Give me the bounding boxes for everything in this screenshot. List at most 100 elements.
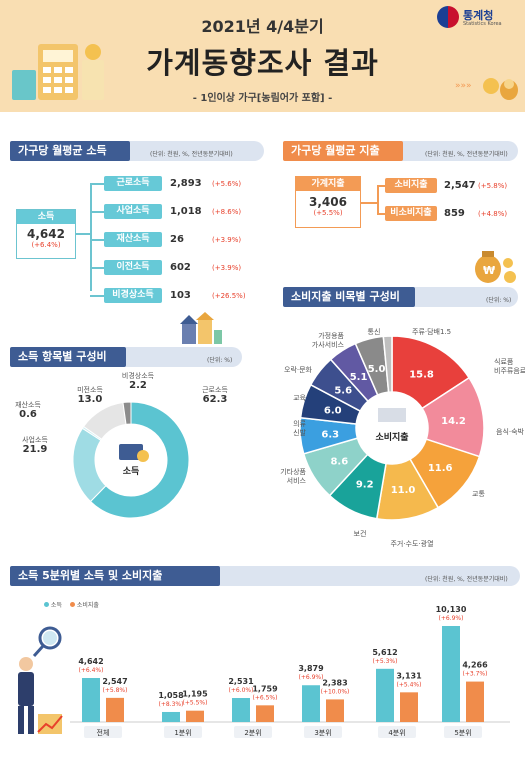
income-item-label: 비경상소득 bbox=[104, 288, 162, 303]
category-label-bg bbox=[84, 726, 122, 738]
category-label-bg bbox=[234, 726, 272, 738]
income-slice-label: 비경상소득 bbox=[122, 372, 155, 380]
category-label: 5분위 bbox=[454, 729, 471, 737]
income-item-label: 이전소득 bbox=[104, 260, 162, 275]
category-label: 3분위 bbox=[314, 729, 331, 737]
spend-slice-label: 통신 bbox=[368, 327, 381, 336]
spend-bar bbox=[466, 681, 484, 722]
spend-slice-label: 가사서비스 bbox=[312, 340, 345, 349]
expense-item-connector bbox=[377, 185, 385, 187]
expense-total-rate: (+5.5%) bbox=[313, 209, 343, 217]
spend-donut-center bbox=[358, 394, 426, 462]
spend-bar bbox=[256, 705, 274, 722]
spend-slice-label: 보건 bbox=[354, 529, 367, 538]
category-label-bg bbox=[378, 726, 416, 738]
spend-slice-label: 가정용품 bbox=[318, 331, 344, 340]
svg-text:₩: ₩ bbox=[483, 264, 495, 277]
expense-section-title: 가구당 월평균 지출 bbox=[283, 141, 403, 161]
income-connector-vertical bbox=[90, 183, 92, 291]
svg-text:»»»: »»» bbox=[455, 81, 472, 91]
income-bar-rate: (+6.0%) bbox=[229, 687, 254, 694]
spend-slice-value: 11.0 bbox=[391, 485, 416, 496]
quintile-legend: 소득 소비지출 bbox=[44, 600, 99, 609]
income-item-value: 1,018 bbox=[170, 206, 202, 217]
expense-connector bbox=[361, 202, 377, 204]
city-icon bbox=[378, 408, 406, 422]
spend-bar-value: 1,195 bbox=[182, 690, 208, 699]
income-slice-value: 0.6 bbox=[19, 409, 37, 420]
spend-comp-title: 소비지출 비목별 구성비 bbox=[283, 287, 415, 307]
income-bar bbox=[302, 685, 320, 722]
income-item-rate: (+5.6%) bbox=[212, 180, 242, 188]
income-item-value: 103 bbox=[170, 290, 191, 301]
income-bar bbox=[82, 678, 100, 722]
income-slice-label: 재산소득 bbox=[15, 400, 41, 409]
spend-bar-value: 1,759 bbox=[252, 684, 278, 693]
header-subtitle: - 1인이상 가구[농림어가 포함] - bbox=[192, 93, 333, 104]
spend-slice-label: 신발 bbox=[293, 428, 306, 437]
category-label: 2분위 bbox=[244, 729, 261, 737]
category-label: 4분위 bbox=[388, 729, 405, 737]
income-item-rate: (+3.9%) bbox=[212, 264, 242, 272]
spend-slice-value: 14.2 bbox=[441, 416, 466, 427]
income-slice bbox=[122, 401, 132, 425]
spend-slice-value: 11.6 bbox=[428, 463, 453, 474]
expense-item-label: 소비지출 bbox=[385, 178, 437, 193]
spend-bar-value: 2,383 bbox=[322, 678, 347, 687]
income-total-rate: (+6.4%) bbox=[31, 241, 61, 249]
legend-income-label: 소득 bbox=[50, 602, 62, 609]
expense-item-connector bbox=[377, 213, 385, 215]
spend-slice-value: 5.0 bbox=[368, 364, 386, 375]
legend-spend-label: 소비지출 bbox=[76, 602, 99, 609]
spend-slice-value: 15.8 bbox=[409, 369, 434, 380]
income-slice-value: 21.9 bbox=[23, 444, 48, 455]
income-bar-value: 1,058 bbox=[158, 691, 184, 700]
spend-bar-rate: (+5.8%) bbox=[103, 687, 128, 694]
expense-unit: (단위: 천원, %, 전년동분기대비) bbox=[425, 151, 508, 158]
businessman-magnifier-illustration-icon bbox=[18, 626, 63, 734]
spend-slice-side-label: 주류·담배1.5 bbox=[412, 327, 451, 336]
logo-name: 통계청 bbox=[463, 9, 494, 22]
expense-total-label: 가계지출 bbox=[296, 177, 360, 191]
spend-comp-unit: (단위: %) bbox=[486, 297, 512, 304]
spend-slice-label: 교육 bbox=[293, 394, 306, 402]
income-bar-value: 2,531 bbox=[228, 677, 254, 686]
income-bar-value: 3,879 bbox=[298, 664, 324, 673]
income-item-connector bbox=[90, 267, 104, 269]
income-slice-value: 2.2 bbox=[129, 380, 147, 391]
income-slice-label: 사업소득 bbox=[22, 435, 48, 444]
income-title-tail bbox=[86, 141, 264, 161]
category-label: 1분위 bbox=[174, 729, 191, 737]
income-item-connector bbox=[90, 183, 104, 185]
income-comp-title: 소득 항목별 구성비 bbox=[10, 347, 126, 367]
coin-icon bbox=[137, 450, 149, 462]
income-bar-rate: (+5.3%) bbox=[373, 658, 398, 665]
income-bar-value: 10,130 bbox=[436, 605, 467, 614]
income-item-connector bbox=[90, 211, 104, 213]
header-year-title: 2021년 4/4분기 bbox=[201, 17, 324, 36]
spend-slice-label: 의류 bbox=[293, 419, 306, 428]
income-bar-rate: (+6.4%) bbox=[79, 667, 104, 674]
quintile-section-title: 소득 5분위별 소득 및 소비지출 bbox=[10, 566, 220, 586]
expense-item-value: 2,547 bbox=[444, 180, 476, 191]
spend-composition-donut-chart: 15.8 14.2 11.6 11.0 9.2 8.6 6.3 6.0 5.6 5.15.0 소비지… bbox=[280, 327, 525, 548]
spend-donut-center-label: 소비지출 bbox=[375, 431, 408, 443]
spend-slice-label: 비주류음료 bbox=[494, 366, 525, 375]
spend-bar-rate: (+5.4%) bbox=[397, 681, 422, 688]
expense-connector-vertical bbox=[377, 185, 379, 213]
income-item-rate: (+26.5%) bbox=[212, 292, 246, 300]
income-slice-value: 13.0 bbox=[78, 394, 103, 405]
income-item-connector bbox=[90, 239, 104, 241]
income-item-label: 근로소득 bbox=[104, 176, 162, 191]
income-bar-rate: (+6.9%) bbox=[439, 615, 464, 622]
category-label: 전체 bbox=[97, 728, 110, 737]
income-item-label: 사업소득 bbox=[104, 204, 162, 219]
spend-slice-label: 음식·숙박 bbox=[496, 427, 525, 436]
spend-bar-value: 4,266 bbox=[462, 661, 488, 670]
spend-slice-value: 9.2 bbox=[356, 480, 374, 491]
spend-bar bbox=[186, 710, 204, 722]
income-item-value: 2,893 bbox=[170, 178, 202, 189]
income-total-value: 4,642 bbox=[27, 227, 65, 241]
income-slice-label: 미전소득 bbox=[77, 385, 103, 394]
income-slice-label: 근로소득 bbox=[202, 386, 228, 394]
